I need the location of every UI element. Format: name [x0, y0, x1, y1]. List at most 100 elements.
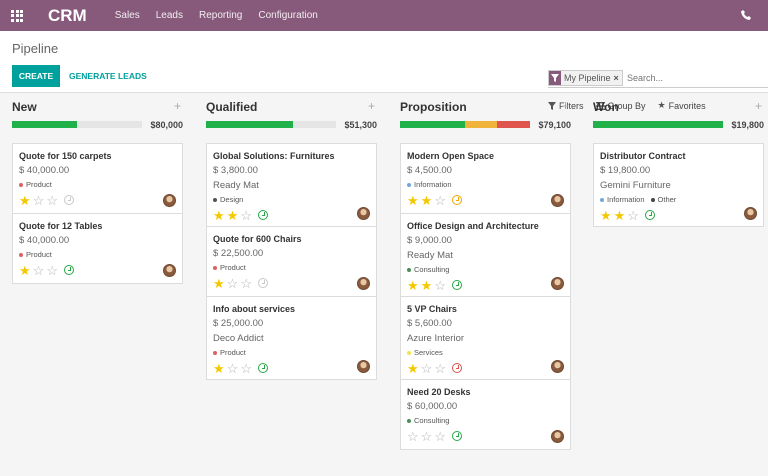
quick-create-icon[interactable]: +: [173, 99, 181, 113]
priority-star-icon[interactable]: ★: [213, 360, 225, 376]
priority-star-icon[interactable]: ★: [407, 192, 419, 208]
kanban-column: Won + $19,800 Distributor Contract $ 19,…: [593, 93, 764, 227]
activity-clock-icon[interactable]: [451, 280, 462, 290]
avatar: [357, 277, 370, 290]
avatar: [551, 430, 564, 443]
group-by-label: Group By: [607, 100, 646, 111]
priority-star-icon[interactable]: ☆: [420, 428, 433, 444]
priority-star-icon[interactable]: ★: [613, 207, 626, 223]
kanban-card[interactable]: Info about services $ 25,000.00 Deco Add…: [206, 296, 377, 380]
apps-menu-button[interactable]: [0, 0, 34, 31]
kanban-card[interactable]: Quote for 12 Tables $ 40,000.00 Product …: [12, 213, 183, 284]
priority-star-icon[interactable]: ☆: [434, 277, 446, 293]
card-title: Office Design and Architecture: [407, 221, 539, 231]
menu-item-configuration[interactable]: Configuration: [258, 10, 318, 21]
activity-clock-icon[interactable]: [451, 363, 462, 373]
activity-clock-icon[interactable]: [63, 265, 74, 275]
priority-star-icon[interactable]: ☆: [32, 262, 45, 278]
quick-create-icon[interactable]: +: [561, 99, 569, 113]
kanban-card[interactable]: Distributor Contract $ 19,800.00 Gemini …: [593, 143, 764, 227]
column-title: Proposition: [400, 100, 467, 114]
priority-star-icon[interactable]: ☆: [226, 275, 239, 291]
favorites-button[interactable]: ★ Favorites: [658, 100, 706, 111]
filters-button[interactable]: Filters: [548, 100, 584, 111]
group-by-button[interactable]: Group By: [595, 100, 646, 111]
kanban-card[interactable]: Office Design and Architecture $ 9,000.0…: [400, 213, 571, 297]
priority-star-icon[interactable]: ☆: [434, 428, 446, 444]
search-input[interactable]: [627, 71, 767, 85]
card-customer: Ready Mat: [213, 180, 259, 191]
quick-create-icon[interactable]: +: [754, 99, 762, 113]
priority-star-icon[interactable]: ☆: [407, 428, 419, 444]
priority-star-icon[interactable]: ☆: [420, 360, 433, 376]
priority-star-icon[interactable]: ★: [226, 207, 239, 223]
column-progress-bar[interactable]: [206, 121, 336, 128]
column-progress-bar[interactable]: [400, 121, 530, 128]
card-tag: Design: [213, 195, 243, 204]
priority-star-icon[interactable]: ★: [407, 277, 419, 293]
menu-item-sales[interactable]: Sales: [114, 10, 140, 21]
card-tag: Consulting: [407, 416, 449, 425]
card-revenue: $ 25,000.00: [213, 318, 264, 329]
activity-clock-icon[interactable]: [257, 278, 268, 288]
priority-star-icon[interactable]: ★: [213, 207, 225, 223]
activity-clock-icon[interactable]: [451, 431, 462, 441]
priority-star-icon[interactable]: ★: [19, 192, 31, 208]
card-title: Need 20 Desks: [407, 387, 471, 397]
avatar: [163, 194, 176, 207]
priority-star-icon[interactable]: ☆: [627, 207, 639, 223]
filters-label: Filters: [559, 100, 584, 111]
card-title: Quote for 600 Chairs: [213, 234, 302, 244]
kanban-card[interactable]: Global Solutions: Furnitures $ 3,800.00 …: [206, 143, 377, 227]
kanban-card[interactable]: Quote for 600 Chairs $ 22,500.00 Product…: [206, 226, 377, 297]
card-customer: Azure Interior: [407, 333, 465, 344]
priority-star-icon[interactable]: ☆: [434, 192, 446, 208]
quick-create-icon[interactable]: +: [367, 99, 375, 113]
column-header: Qualified +: [206, 93, 377, 119]
card-revenue: $ 4,500.00: [407, 165, 452, 176]
menu-item-leads[interactable]: Leads: [155, 10, 183, 21]
activity-clock-icon[interactable]: [451, 195, 462, 205]
column-header: Won +: [593, 93, 764, 119]
activity-clock-icon[interactable]: [644, 210, 655, 220]
app-brand[interactable]: CRM: [48, 5, 87, 25]
priority-star-icon[interactable]: ☆: [240, 275, 252, 291]
priority-star-icon[interactable]: ★: [213, 275, 225, 291]
priority-star-icon[interactable]: ☆: [226, 360, 239, 376]
priority-star-icon[interactable]: ☆: [46, 192, 58, 208]
menu-item-reporting[interactable]: Reporting: [198, 10, 243, 21]
priority-star-icon[interactable]: ★: [407, 360, 419, 376]
avatar: [551, 194, 564, 207]
priority-star-icon[interactable]: ☆: [32, 192, 45, 208]
kanban-card[interactable]: Modern Open Space $ 4,500.00 Information…: [400, 143, 571, 214]
card-revenue: $ 9,000.00: [407, 235, 452, 246]
avatar: [551, 277, 564, 290]
priority-star-icon[interactable]: ★: [420, 277, 433, 293]
facet-remove-icon[interactable]: ×: [613, 73, 619, 83]
generate-leads-button[interactable]: GENERATE LEADS: [69, 71, 147, 81]
activity-clock-icon[interactable]: [63, 195, 74, 205]
column-progress-bar[interactable]: [12, 121, 142, 128]
create-button[interactable]: CREATE: [12, 65, 60, 87]
activity-clock-icon[interactable]: [257, 363, 268, 373]
priority-star-icon[interactable]: ★: [420, 192, 433, 208]
kanban-card[interactable]: Quote for 150 carpets $ 40,000.00 Produc…: [12, 143, 183, 214]
priority-star-icon[interactable]: ☆: [434, 360, 446, 376]
priority-star-icon[interactable]: ☆: [240, 360, 252, 376]
activity-clock-icon[interactable]: [257, 210, 268, 220]
search-facet[interactable]: My Pipeline ×: [548, 70, 623, 86]
priority-star-icon[interactable]: ★: [600, 207, 612, 223]
priority-star-icon[interactable]: ☆: [46, 262, 58, 278]
kanban-card[interactable]: Need 20 Desks $ 60,000.00 Consulting ☆ ☆…: [400, 379, 571, 450]
card-tag: Product: [213, 348, 246, 357]
kanban-card[interactable]: 5 VP Chairs $ 5,600.00 Azure Interior Se…: [400, 296, 571, 380]
priority-star-icon[interactable]: ☆: [240, 207, 252, 223]
priority-star-icon[interactable]: ★: [19, 262, 31, 278]
page-title: Pipeline: [12, 41, 59, 56]
phone-icon[interactable]: [740, 9, 752, 21]
card-revenue: $ 5,600.00: [407, 318, 452, 329]
avatar: [551, 360, 564, 373]
column-progress-bar[interactable]: [593, 121, 723, 128]
column-amount: $19,800: [731, 120, 764, 130]
card-tag: Information: [407, 180, 452, 189]
